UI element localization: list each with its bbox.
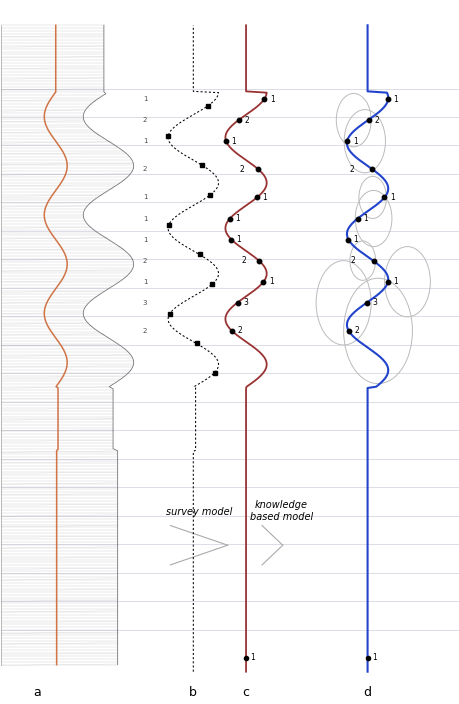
Text: 3: 3	[143, 300, 147, 306]
Text: 2: 2	[241, 256, 245, 265]
Text: 2: 2	[237, 327, 242, 335]
Text: c: c	[242, 686, 249, 699]
Text: 2: 2	[143, 258, 147, 264]
Text: 1: 1	[235, 214, 240, 223]
Text: a: a	[34, 686, 41, 699]
Text: survey model: survey model	[166, 507, 232, 517]
Text: 2: 2	[244, 115, 249, 125]
Text: 2: 2	[143, 117, 147, 123]
Text: knowledge
based model: knowledge based model	[249, 501, 313, 522]
Text: 2: 2	[350, 256, 355, 265]
Text: 2: 2	[373, 115, 378, 125]
Text: d: d	[363, 686, 371, 699]
Text: 1: 1	[236, 235, 241, 244]
Text: 1: 1	[392, 277, 397, 287]
Text: 1: 1	[231, 137, 235, 146]
Text: 1: 1	[389, 193, 394, 202]
Text: 1: 1	[371, 653, 376, 662]
Text: 2: 2	[143, 166, 147, 172]
Text: 3: 3	[242, 298, 247, 308]
Text: 1: 1	[363, 214, 368, 223]
Text: 1: 1	[393, 94, 397, 103]
Text: 3: 3	[372, 298, 376, 308]
Text: 1: 1	[143, 279, 147, 284]
Text: 1: 1	[143, 194, 147, 201]
Text: 1: 1	[250, 653, 255, 662]
Text: 2: 2	[353, 327, 358, 335]
Text: b: b	[189, 686, 197, 699]
Text: 2: 2	[143, 328, 147, 334]
Text: 1: 1	[143, 237, 147, 243]
Text: 1: 1	[262, 193, 267, 202]
Text: 1: 1	[143, 96, 147, 102]
Text: 2: 2	[348, 165, 353, 174]
Text: 1: 1	[353, 235, 358, 244]
Text: 2: 2	[239, 165, 244, 174]
Text: 1: 1	[269, 277, 273, 287]
Text: 1: 1	[143, 215, 147, 222]
Text: 1: 1	[269, 94, 274, 103]
Text: 1: 1	[143, 138, 147, 144]
Text: 1: 1	[352, 137, 357, 146]
